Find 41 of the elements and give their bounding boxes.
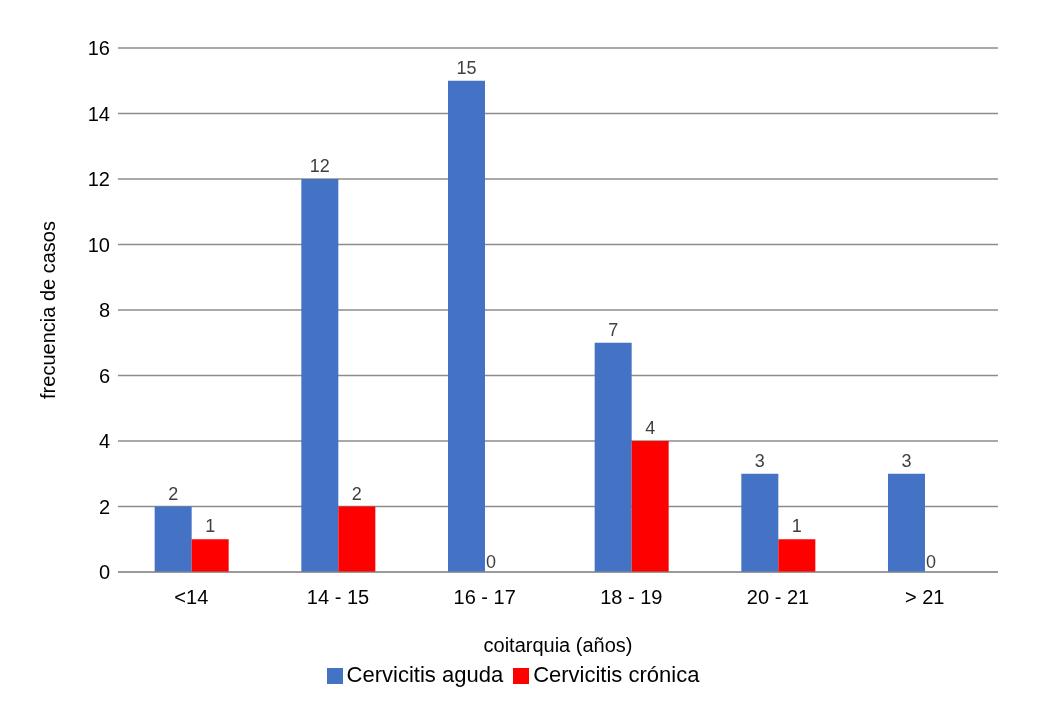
x-tick-label: 18 - 19 (600, 586, 663, 609)
bar (154, 506, 192, 572)
data-label: 3 (754, 450, 765, 471)
bar (338, 506, 376, 572)
data-label: 0 (926, 552, 937, 572)
legend-label: Cervicitis crónica (533, 662, 700, 687)
data-label: 2 (168, 483, 179, 504)
y-axis-title: frecuencia de casos (37, 221, 60, 399)
bar (888, 473, 925, 572)
y-tick-label: 8 (98, 299, 110, 322)
x-tick-label: 16 - 17 (453, 586, 516, 609)
y-tick-label: 12 (87, 168, 110, 191)
data-label: 1 (791, 516, 802, 537)
x-tick-label: 20 - 21 (746, 586, 810, 609)
data-label: 1 (205, 516, 216, 537)
data-label: 4 (645, 418, 656, 438)
bar (741, 473, 779, 572)
data-label: 12 (309, 156, 330, 176)
bar (594, 342, 632, 572)
y-tick-label: 14 (87, 102, 110, 125)
legend-label: Cervicitis aguda (346, 662, 504, 687)
bar (448, 80, 485, 572)
bar (778, 539, 816, 572)
x-tick-label: <14 (174, 586, 209, 609)
data-label: 0 (486, 552, 497, 572)
data-label: 15 (456, 57, 477, 78)
y-tick-label: 16 (87, 37, 110, 60)
bar (631, 441, 669, 572)
y-tick-label: 4 (98, 430, 110, 453)
data-label: 3 (901, 450, 912, 471)
data-label: 2 (351, 483, 362, 504)
bar (301, 179, 339, 572)
y-tick-label: 10 (87, 233, 110, 256)
x-axis-title: coitarquia (años) (483, 634, 633, 656)
y-tick-label: 0 (98, 561, 110, 584)
y-tick-label: 2 (98, 495, 110, 518)
x-tick-label: 14 - 15 (306, 586, 370, 609)
x-tick-label: > 21 (904, 586, 945, 609)
data-label: 7 (608, 319, 619, 340)
y-tick-label: 6 (98, 364, 110, 387)
bar (191, 539, 229, 572)
